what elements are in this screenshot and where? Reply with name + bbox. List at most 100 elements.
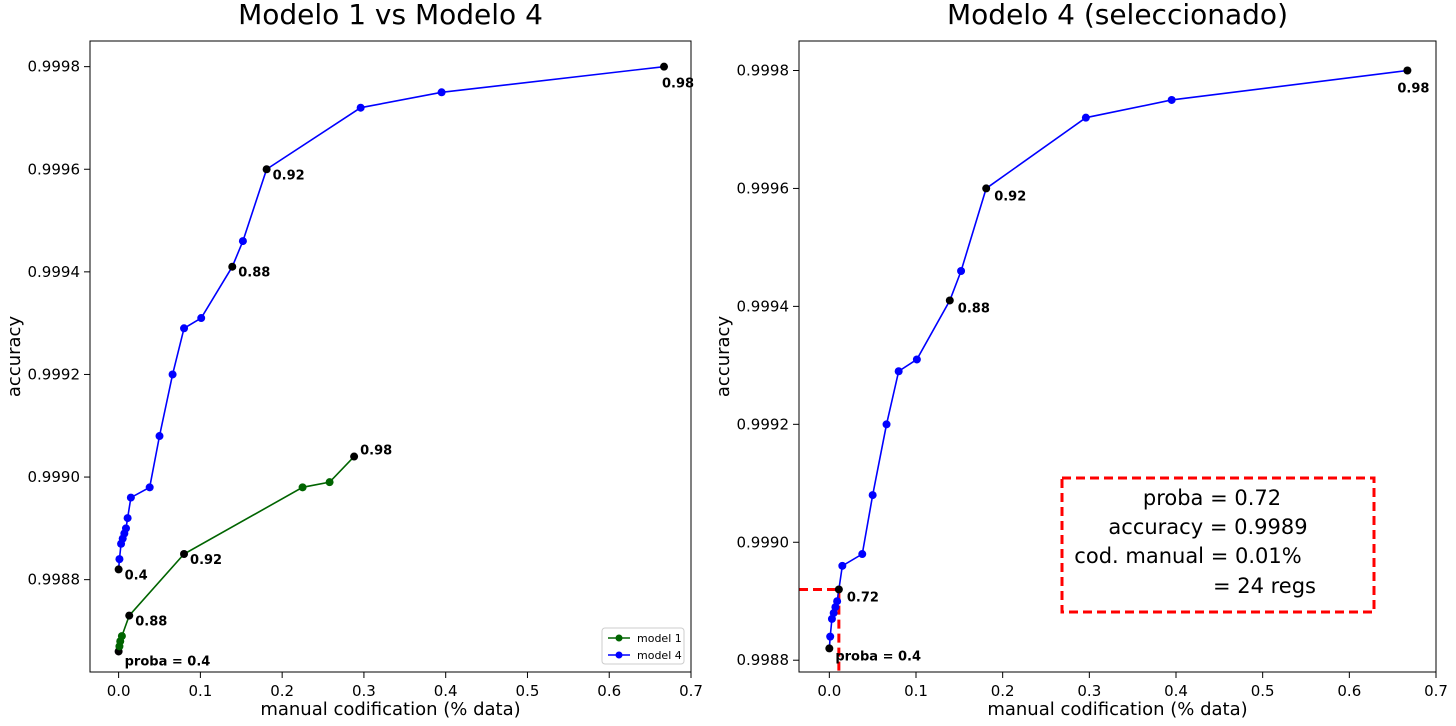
- chart-title: Modelo 4 (seleccionado): [947, 0, 1288, 31]
- plot-frame: [798, 40, 1437, 673]
- point-annotation: 0.98: [1397, 81, 1429, 96]
- point-annotation: 0.88: [135, 615, 167, 630]
- legend-entry: model 1: [637, 632, 682, 645]
- data-point: [298, 483, 307, 492]
- data-point: [238, 237, 247, 246]
- x-tick-label: 0.0: [107, 682, 131, 700]
- data-point: [123, 514, 132, 523]
- point-annotation: 0.88: [958, 301, 990, 316]
- data-point: [356, 103, 365, 112]
- x-tick-label: 0.7: [1424, 682, 1448, 700]
- point-annotation: proba = 0.4: [835, 649, 921, 664]
- data-point: [350, 452, 359, 461]
- y-tick-label: 0.9992: [28, 365, 81, 383]
- data-point: [1081, 113, 1090, 122]
- x-tick-label: 0.2: [991, 682, 1015, 700]
- x-tick-label: 0.4: [434, 682, 458, 700]
- y-tick-label: 0.9988: [28, 571, 81, 589]
- x-tick-label: 0.6: [1337, 682, 1361, 700]
- point-annotation: 0.92: [190, 553, 222, 568]
- x-tick-label: 0.3: [352, 682, 376, 700]
- x-axis-label: manual codification (% data): [987, 699, 1247, 720]
- x-axis-label: manual codification (% data): [260, 699, 520, 720]
- x-tick-label: 0.4: [1164, 682, 1188, 700]
- y-tick-label: 0.9996: [737, 179, 790, 197]
- y-tick-label: 0.9996: [28, 160, 81, 178]
- x-tick-label: 0.6: [597, 682, 621, 700]
- data-point: [126, 493, 135, 502]
- data-point: [180, 324, 189, 333]
- x-tick-label: 0.7: [679, 682, 703, 700]
- data-point: [868, 491, 877, 500]
- point-annotation: 0.72: [847, 590, 879, 605]
- legend-swatch-marker: [615, 634, 623, 642]
- data-point: [833, 597, 842, 606]
- x-tick-label: 0.0: [817, 682, 841, 700]
- point-annotation: 0.98: [360, 444, 392, 459]
- data-point: [834, 585, 843, 594]
- point-annotation: 0.4: [125, 568, 148, 583]
- chart-panel-2: Modelo 4 (seleccionado) manual codificati…: [713, 0, 1448, 720]
- legend-swatch-marker: [615, 651, 623, 659]
- data-point: [115, 555, 124, 564]
- data-point: [114, 565, 123, 574]
- data-point: [945, 296, 954, 305]
- data-point: [125, 611, 134, 620]
- data-point: [982, 184, 991, 193]
- y-axis-label: accuracy: [713, 316, 734, 398]
- data-point: [894, 367, 903, 376]
- info-box-line: cod. manual = 0.01%: [1074, 544, 1301, 568]
- data-point: [1167, 95, 1176, 104]
- highlight-guide: [799, 587, 841, 672]
- data-point: [437, 88, 446, 97]
- point-annotation: 0.98: [662, 77, 694, 92]
- data-point: [912, 355, 921, 364]
- data-point: [660, 62, 669, 71]
- data-point: [121, 524, 130, 533]
- info-box: [1060, 476, 1376, 614]
- y-tick-label: 0.9988: [737, 651, 790, 669]
- x-tick-label: 0.5: [516, 682, 540, 700]
- legend-entry: model 4: [637, 649, 682, 662]
- data-point: [145, 483, 154, 492]
- data-point: [882, 420, 891, 429]
- data-point: [826, 632, 835, 641]
- data-point: [180, 550, 189, 559]
- chart-panel-1: Modelo 1 vs Modelo 4 manual codification …: [4, 0, 703, 720]
- y-tick-label: 0.9990: [737, 533, 790, 551]
- info-box-line: accuracy = 0.9989: [1108, 515, 1307, 539]
- x-tick-label: 0.2: [270, 682, 294, 700]
- y-axis-label: accuracy: [4, 316, 25, 398]
- point-annotation: 0.92: [994, 189, 1026, 204]
- data-point: [957, 266, 966, 275]
- data-point: [228, 262, 237, 271]
- point-annotation: 0.92: [273, 168, 305, 183]
- y-tick-label: 0.9994: [737, 297, 790, 315]
- data-point: [325, 478, 334, 487]
- info-box-line: proba = 0.72: [1143, 486, 1281, 510]
- data-point: [262, 165, 271, 174]
- info-box-line: = 24 regs: [1213, 574, 1316, 598]
- y-tick-label: 0.9994: [28, 263, 81, 281]
- plot-frame: [89, 40, 692, 673]
- x-tick-label: 0.1: [188, 682, 212, 700]
- y-tick-label: 0.9992: [737, 415, 790, 433]
- x-tick-label: 0.5: [1251, 682, 1275, 700]
- data-point: [858, 550, 867, 559]
- x-tick-label: 0.3: [1077, 682, 1101, 700]
- x-tick-label: 0.1: [904, 682, 928, 700]
- data-point: [1403, 66, 1412, 75]
- data-point: [117, 632, 126, 641]
- data-point: [838, 561, 847, 570]
- y-tick-label: 0.9990: [28, 468, 81, 486]
- data-point: [155, 432, 164, 441]
- point-annotation: 0.88: [238, 266, 270, 281]
- data-point: [197, 314, 206, 323]
- y-tick-label: 0.9998: [28, 58, 81, 76]
- chart-title: Modelo 1 vs Modelo 4: [238, 0, 543, 31]
- data-point: [825, 644, 834, 653]
- data-point: [168, 370, 177, 379]
- point-annotation: proba = 0.4: [125, 654, 211, 669]
- y-tick-label: 0.9998: [737, 61, 790, 79]
